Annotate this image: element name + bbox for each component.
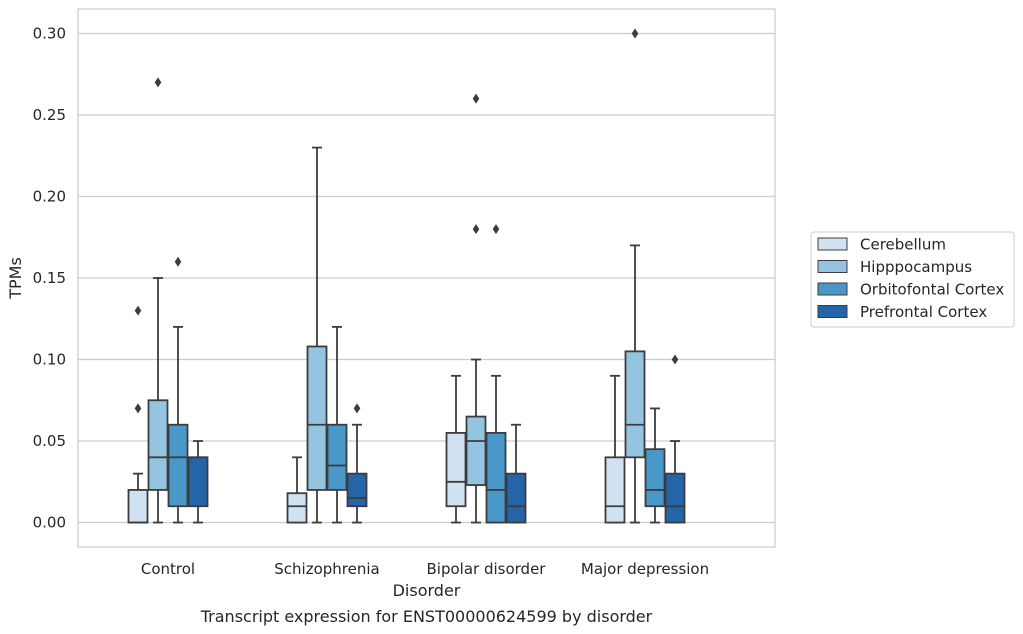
box-cerebellum <box>445 374 467 524</box>
box-iqr <box>326 423 348 491</box>
box-orbitofontal-cortex <box>167 256 189 524</box>
legend-swatch <box>817 282 848 296</box>
outlier-point <box>174 256 182 267</box>
plot-frame <box>77 8 776 548</box>
box-iqr <box>604 456 626 524</box>
chart-caption: Transcript expression for ENST0000062459… <box>200 607 653 626</box>
x-tick-label: Major depression <box>581 560 709 578</box>
y-axis-ticks: 0.00 0.05 0.10 0.15 0.20 0.25 0.30 <box>33 24 66 531</box>
y-tick-label: 0.30 <box>33 24 66 42</box>
legend-label: Cerebellum <box>860 236 946 254</box>
outlier-point <box>353 403 361 414</box>
legend-frame <box>810 231 1015 328</box>
box-iqr <box>147 399 169 491</box>
box-iqr <box>187 456 209 508</box>
x-axis-label: Disorder <box>393 581 461 600</box>
box-orbitofontal-cortex <box>644 407 666 524</box>
box-orbitofontal-cortex <box>485 224 507 524</box>
y-axis-label: TPMs <box>6 257 25 300</box>
legend: Cerebellum Hipppocampus Orbitofontal Corte… <box>810 231 1015 328</box>
box-prefrontal-cortex <box>187 440 209 524</box>
outlier-point <box>154 77 162 88</box>
y-tick-label: 0.20 <box>33 187 66 205</box>
x-tick-label: Schizophrenia <box>274 560 379 578</box>
box-iqr <box>445 431 467 508</box>
outlier-point <box>134 305 142 316</box>
legend-swatch <box>817 237 848 251</box>
outlier-point <box>631 28 639 39</box>
legend-label: Hipppocampus <box>860 258 972 276</box>
outlier-point <box>134 403 142 414</box>
box-prefrontal-cortex <box>505 423 527 524</box>
y-tick-label: 0.10 <box>33 351 66 369</box>
y-tick-label: 0.25 <box>33 106 66 124</box>
box-iqr <box>286 492 308 524</box>
box-prefrontal-cortex <box>664 354 686 524</box>
outlier-point <box>492 224 500 235</box>
legend-swatch <box>817 305 848 318</box>
legend-swatch <box>817 260 848 273</box>
box-iqr <box>644 448 666 508</box>
box-iqr <box>465 415 487 486</box>
box-hipppocampus <box>147 77 169 524</box>
x-tick-label: Control <box>141 560 195 578</box>
box-cerebellum <box>286 456 308 524</box>
outlier-point <box>472 224 480 235</box>
outlier-point <box>671 354 679 365</box>
box-iqr <box>485 431 507 524</box>
box-orbitofontal-cortex <box>326 326 348 524</box>
box-plot-series <box>127 28 686 524</box>
outlier-point <box>472 93 480 104</box>
box-hipppocampus <box>465 93 487 524</box>
box-hipppocampus <box>306 146 328 524</box>
box-cerebellum <box>604 374 626 524</box>
box-iqr <box>167 423 189 508</box>
box-hipppocampus <box>624 28 646 524</box>
box-prefrontal-cortex <box>346 403 368 524</box>
legend-label: Orbitofontal Cortex <box>860 281 1004 299</box>
legend-label: Prefrontal Cortex <box>860 303 987 321</box>
box-iqr <box>346 472 368 508</box>
box-iqr <box>664 472 686 524</box>
box-iqr <box>505 472 527 524</box>
box-iqr <box>624 350 646 459</box>
y-tick-label: 0.00 <box>33 514 66 532</box>
box-iqr <box>306 345 328 491</box>
box-iqr <box>127 489 149 524</box>
box-cerebellum <box>127 305 149 524</box>
x-axis-ticks: Control Schizophrenia Bipolar disorder Majo… <box>141 560 709 578</box>
y-tick-label: 0.15 <box>33 269 66 287</box>
x-tick-label: Bipolar disorder <box>427 560 547 578</box>
y-tick-label: 0.05 <box>33 432 66 450</box>
